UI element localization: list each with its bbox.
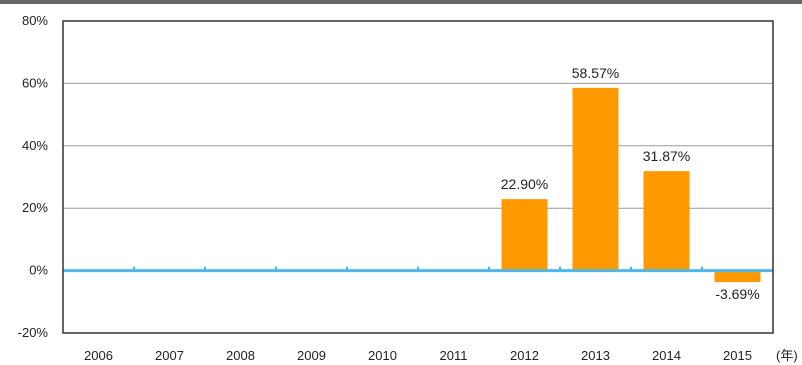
- x-tick-label: 2011: [440, 348, 468, 363]
- zero-line-group: [63, 266, 773, 273]
- bar-2013: [572, 87, 619, 271]
- data-labels: 22.90% 58.57% 31.87% -3.69%: [501, 65, 760, 302]
- x-unit-label: (年): [776, 348, 798, 363]
- data-label-2013: 58.57%: [572, 65, 619, 81]
- y-tick-label: 80%: [22, 13, 48, 28]
- bar-2012: [501, 199, 548, 271]
- y-tick-label: 20%: [22, 200, 48, 215]
- y-tick-labels: 80% 60% 40% 20% 0% -20%: [18, 13, 49, 340]
- y-tick-label: 60%: [22, 75, 48, 90]
- top-rule: [0, 0, 802, 4]
- plot-frame: [62, 20, 774, 334]
- y-tick-label: 40%: [22, 138, 48, 153]
- x-tick-label: 2015: [723, 348, 752, 363]
- x-tick-label: 2014: [652, 348, 681, 363]
- bar-2014: [643, 171, 690, 271]
- x-tick-label: 2013: [581, 348, 610, 363]
- data-label-2014: 31.87%: [643, 148, 690, 164]
- data-label-2012: 22.90%: [501, 176, 548, 192]
- bar-2015: [714, 270, 761, 283]
- x-tick-labels: 2006 2007 2008 2009 2010 2011 2012 2013 2014 2015: [84, 348, 752, 363]
- y-tick-label: -20%: [18, 325, 49, 340]
- x-tick-label: 2010: [368, 348, 397, 363]
- x-tick-label: 2012: [510, 348, 539, 363]
- x-tick-label: 2007: [155, 348, 184, 363]
- y-tick-label: 0%: [29, 263, 48, 278]
- x-tick-label: 2008: [226, 348, 255, 363]
- x-tick-label: 2009: [297, 348, 326, 363]
- bars: [501, 87, 761, 283]
- x-tick-label: 2006: [84, 348, 113, 363]
- data-label-2015: -3.69%: [715, 286, 759, 302]
